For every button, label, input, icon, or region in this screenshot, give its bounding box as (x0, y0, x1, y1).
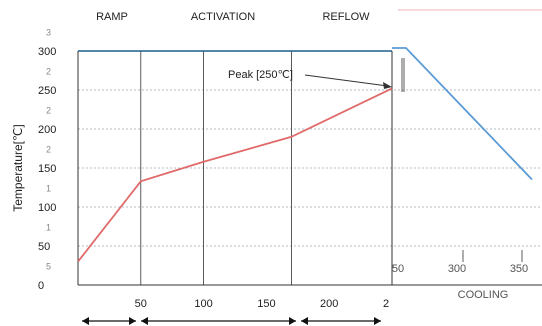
y-tick-label-faint: 1 (46, 184, 51, 194)
heating-profile-line (77, 87, 393, 263)
y-tick-label: 250 (38, 85, 56, 97)
cool-tick-label: 50 (392, 263, 404, 275)
x-tick-labels: 50 100 150 200 250 300 350 (135, 263, 529, 310)
y-tick-label-faint: 1 (46, 223, 51, 233)
peak-annotation-arrow (304, 74, 389, 87)
cooling-label: COOLING (458, 289, 509, 301)
phase-arrow-head (141, 317, 148, 325)
y-tick-label-faint: 3 (46, 28, 51, 38)
y-axis-title: Temperature[℃] (11, 124, 25, 212)
y-tick-label: 300 (38, 46, 56, 58)
y-tick-label-faint: 2 (46, 67, 51, 77)
phase-arrow-head (374, 317, 381, 325)
phase-arrows (82, 317, 381, 325)
x-tick-label: 50 (135, 298, 147, 310)
cooling-profile-line (392, 47, 533, 181)
phase-arrow-head (301, 317, 308, 325)
grid (77, 50, 542, 286)
y-tick-label: 200 (38, 124, 56, 136)
phase-label-ramp: RAMP (96, 11, 128, 23)
cool-tick-label: 350 (510, 263, 528, 275)
phase-arrow-head (129, 317, 136, 325)
peak-annotation: Peak [250℃] (228, 69, 293, 81)
y-tick-label-faint: 2 (46, 106, 51, 116)
phase-label-activation: ACTIVATION (191, 11, 255, 23)
phase-arrow-head (289, 317, 296, 325)
y-tick-label-faint: 5 (46, 262, 51, 272)
y-tick-label-faint: 2 (46, 145, 51, 155)
y-tick-label: 50 (38, 241, 50, 253)
x-tick-label: 150 (257, 298, 275, 310)
y-tick-label: 100 (38, 202, 56, 214)
x-tick-label: 200 (320, 298, 338, 310)
y-tick-label: 0 (38, 280, 44, 292)
phase-label-reflow: REFLOW (322, 11, 370, 23)
series-lines (77, 47, 533, 263)
x-tick-label: 100 (194, 298, 212, 310)
y-tick-label: 150 (38, 163, 56, 175)
peak-annotation-arrowhead (383, 82, 392, 89)
x-tick-label: 2 (383, 298, 389, 310)
phase-arrow-head (82, 317, 89, 325)
y-tick-labels: 0 50 100 150 200 250 300 5 1 1 2 2 2 3 (38, 28, 56, 293)
cool-tick-label: 300 (448, 263, 466, 275)
